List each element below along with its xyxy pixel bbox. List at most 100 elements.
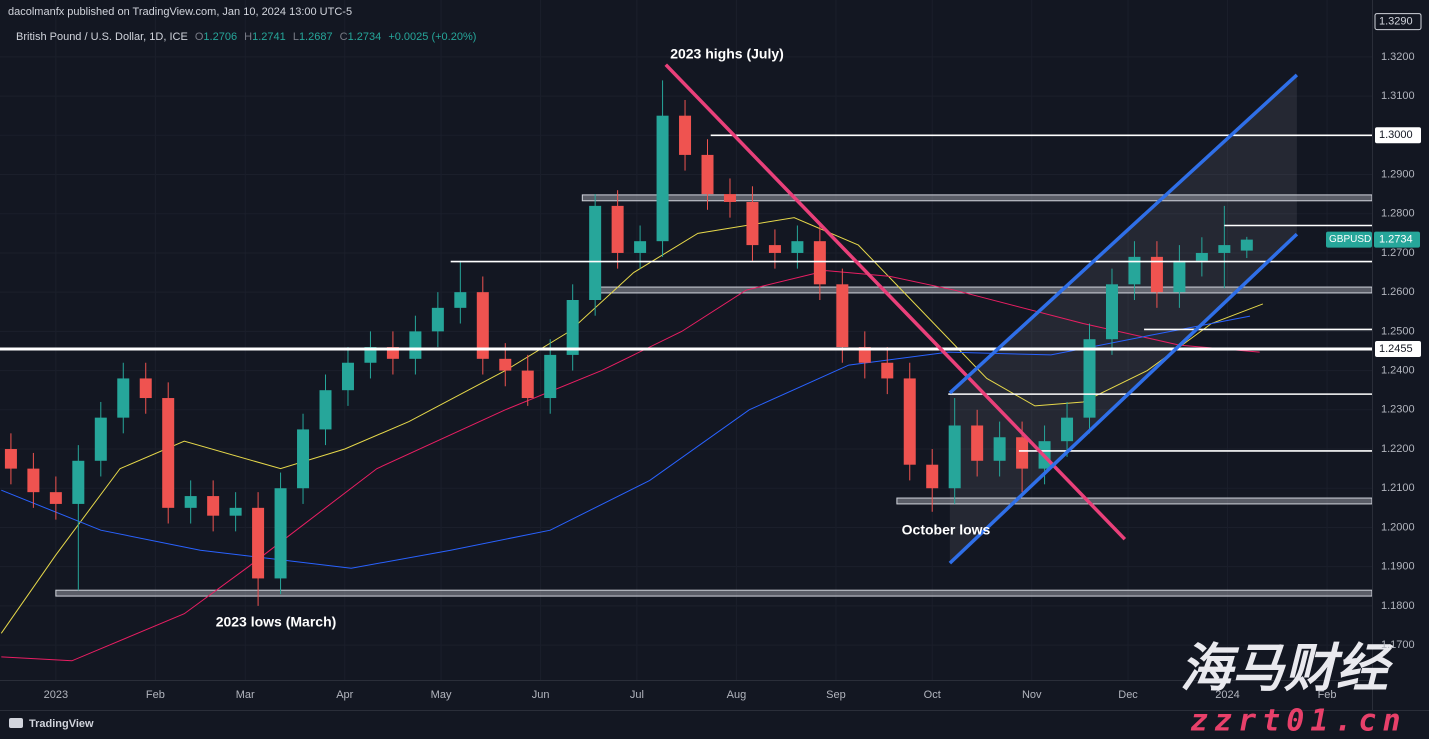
- y-tick-label: 1.2900: [1381, 168, 1415, 180]
- candle-body: [207, 496, 220, 516]
- x-tick-label: Oct: [924, 689, 941, 701]
- x-tick-label: Apr: [336, 689, 353, 701]
- footer-logo: TradingView: [9, 718, 94, 730]
- candle-body: [1128, 256, 1141, 285]
- price-tag: [1375, 127, 1421, 144]
- candle-body: [768, 245, 781, 253]
- annotation: 2023 highs (July): [670, 46, 784, 62]
- y-tick-label: 1.1700: [1381, 639, 1415, 651]
- watermark-title: 海马财经: [1180, 639, 1394, 699]
- candle-body: [634, 241, 647, 253]
- candle-body: [544, 354, 557, 399]
- x-tick-label: 2024: [1215, 689, 1239, 701]
- candle-body: [94, 417, 107, 461]
- x-tick-label: Jun: [532, 689, 550, 701]
- zone: [896, 497, 1373, 505]
- trendline: [948, 73, 1299, 395]
- candle-body: [49, 492, 62, 504]
- candle-body: [319, 390, 332, 430]
- candle-body: [274, 488, 287, 579]
- y-tick-label: 1.2200: [1381, 443, 1415, 455]
- logo-icon: [9, 718, 23, 728]
- x-tick-label: Aug: [727, 689, 747, 701]
- y-tick-label: 1.2800: [1381, 208, 1415, 220]
- candle-body: [1240, 239, 1253, 251]
- candle-body: [903, 378, 916, 465]
- plot-area: [0, 63, 1373, 662]
- price-tag-label: 1.3000: [1379, 129, 1413, 141]
- candle-body: [948, 425, 961, 489]
- ohlc-key: H: [244, 31, 252, 43]
- candle-body: [431, 307, 444, 332]
- candle-body: [1173, 260, 1186, 293]
- candle-body: [1061, 417, 1074, 442]
- x-tick-label: Nov: [1022, 689, 1042, 701]
- brand: TradingView: [29, 718, 94, 730]
- candle-body: [1218, 245, 1231, 253]
- zone: [597, 286, 1373, 294]
- price-tag-label: 1.3290: [1379, 15, 1413, 27]
- annotation: October lows: [902, 522, 991, 538]
- candle-body: [701, 154, 714, 195]
- y-tick-label: 1.3100: [1381, 90, 1415, 102]
- candle-body: [971, 425, 984, 461]
- trendline: [948, 232, 1299, 565]
- candle-body: [229, 507, 242, 516]
- candle-body: [993, 437, 1006, 461]
- annotation: 2023 lows (March): [216, 614, 337, 630]
- y-tick-label: 1.2700: [1381, 247, 1415, 259]
- candle-body: [566, 300, 579, 355]
- moving-average: [0, 217, 1264, 634]
- candle-body: [836, 284, 849, 348]
- candle-body: [1016, 437, 1029, 469]
- candle-body: [746, 201, 759, 246]
- change: +0.0025 (+0.20%): [388, 31, 476, 43]
- y-tick-label: 1.1800: [1381, 600, 1415, 612]
- watermark-url: zzrt01.cn: [1190, 704, 1407, 739]
- ohlc-value: 1.2706: [203, 31, 237, 43]
- price-tag: [1375, 341, 1421, 358]
- x-tick-label: Sep: [826, 689, 846, 701]
- candle-body: [364, 347, 377, 363]
- candle-body: [117, 378, 130, 418]
- symbol-tag-label: GBPUSD: [1329, 234, 1371, 245]
- candle-body: [791, 241, 804, 253]
- candle-body: [1195, 252, 1208, 261]
- x-tick-label: Feb: [1318, 689, 1337, 701]
- candle-body: [409, 331, 422, 359]
- candle-body: [858, 347, 871, 363]
- candle-body: [656, 115, 669, 242]
- candle-body: [723, 194, 736, 202]
- candle-body: [1083, 339, 1096, 418]
- y-tick-label: 1.1900: [1381, 561, 1415, 573]
- candle-body: [926, 464, 939, 489]
- ohlc-value: 1.2687: [299, 31, 333, 43]
- y-tick-label: 1.3200: [1381, 51, 1415, 63]
- candle-body: [1150, 256, 1163, 293]
- last-price-label: 1.2734: [1379, 234, 1413, 246]
- candle-body: [4, 449, 17, 469]
- zone: [581, 194, 1373, 202]
- x-tick-label: 2023: [44, 689, 68, 701]
- publisher: dacolmanfx published on TradingView.com,…: [8, 6, 352, 18]
- candle-body: [611, 205, 624, 253]
- candle-body: [72, 460, 85, 504]
- candle-body: [521, 370, 534, 399]
- candle-body: [162, 398, 175, 508]
- x-tick-label: May: [431, 689, 452, 701]
- ohlc-value: 1.2734: [348, 31, 382, 43]
- candle-body: [27, 468, 40, 493]
- candle-body: [454, 292, 467, 308]
- price-tag: [1374, 13, 1422, 31]
- candle-body: [252, 507, 265, 579]
- candle-body: [881, 362, 894, 379]
- candle-body: [184, 496, 197, 508]
- ohlc-key: O: [195, 31, 204, 43]
- candle-body: [386, 347, 399, 359]
- candle-body: [499, 358, 512, 371]
- candle-body: [813, 241, 826, 285]
- ohlc-value: 1.2741: [252, 31, 286, 43]
- y-tick-label: 1.2100: [1381, 482, 1415, 494]
